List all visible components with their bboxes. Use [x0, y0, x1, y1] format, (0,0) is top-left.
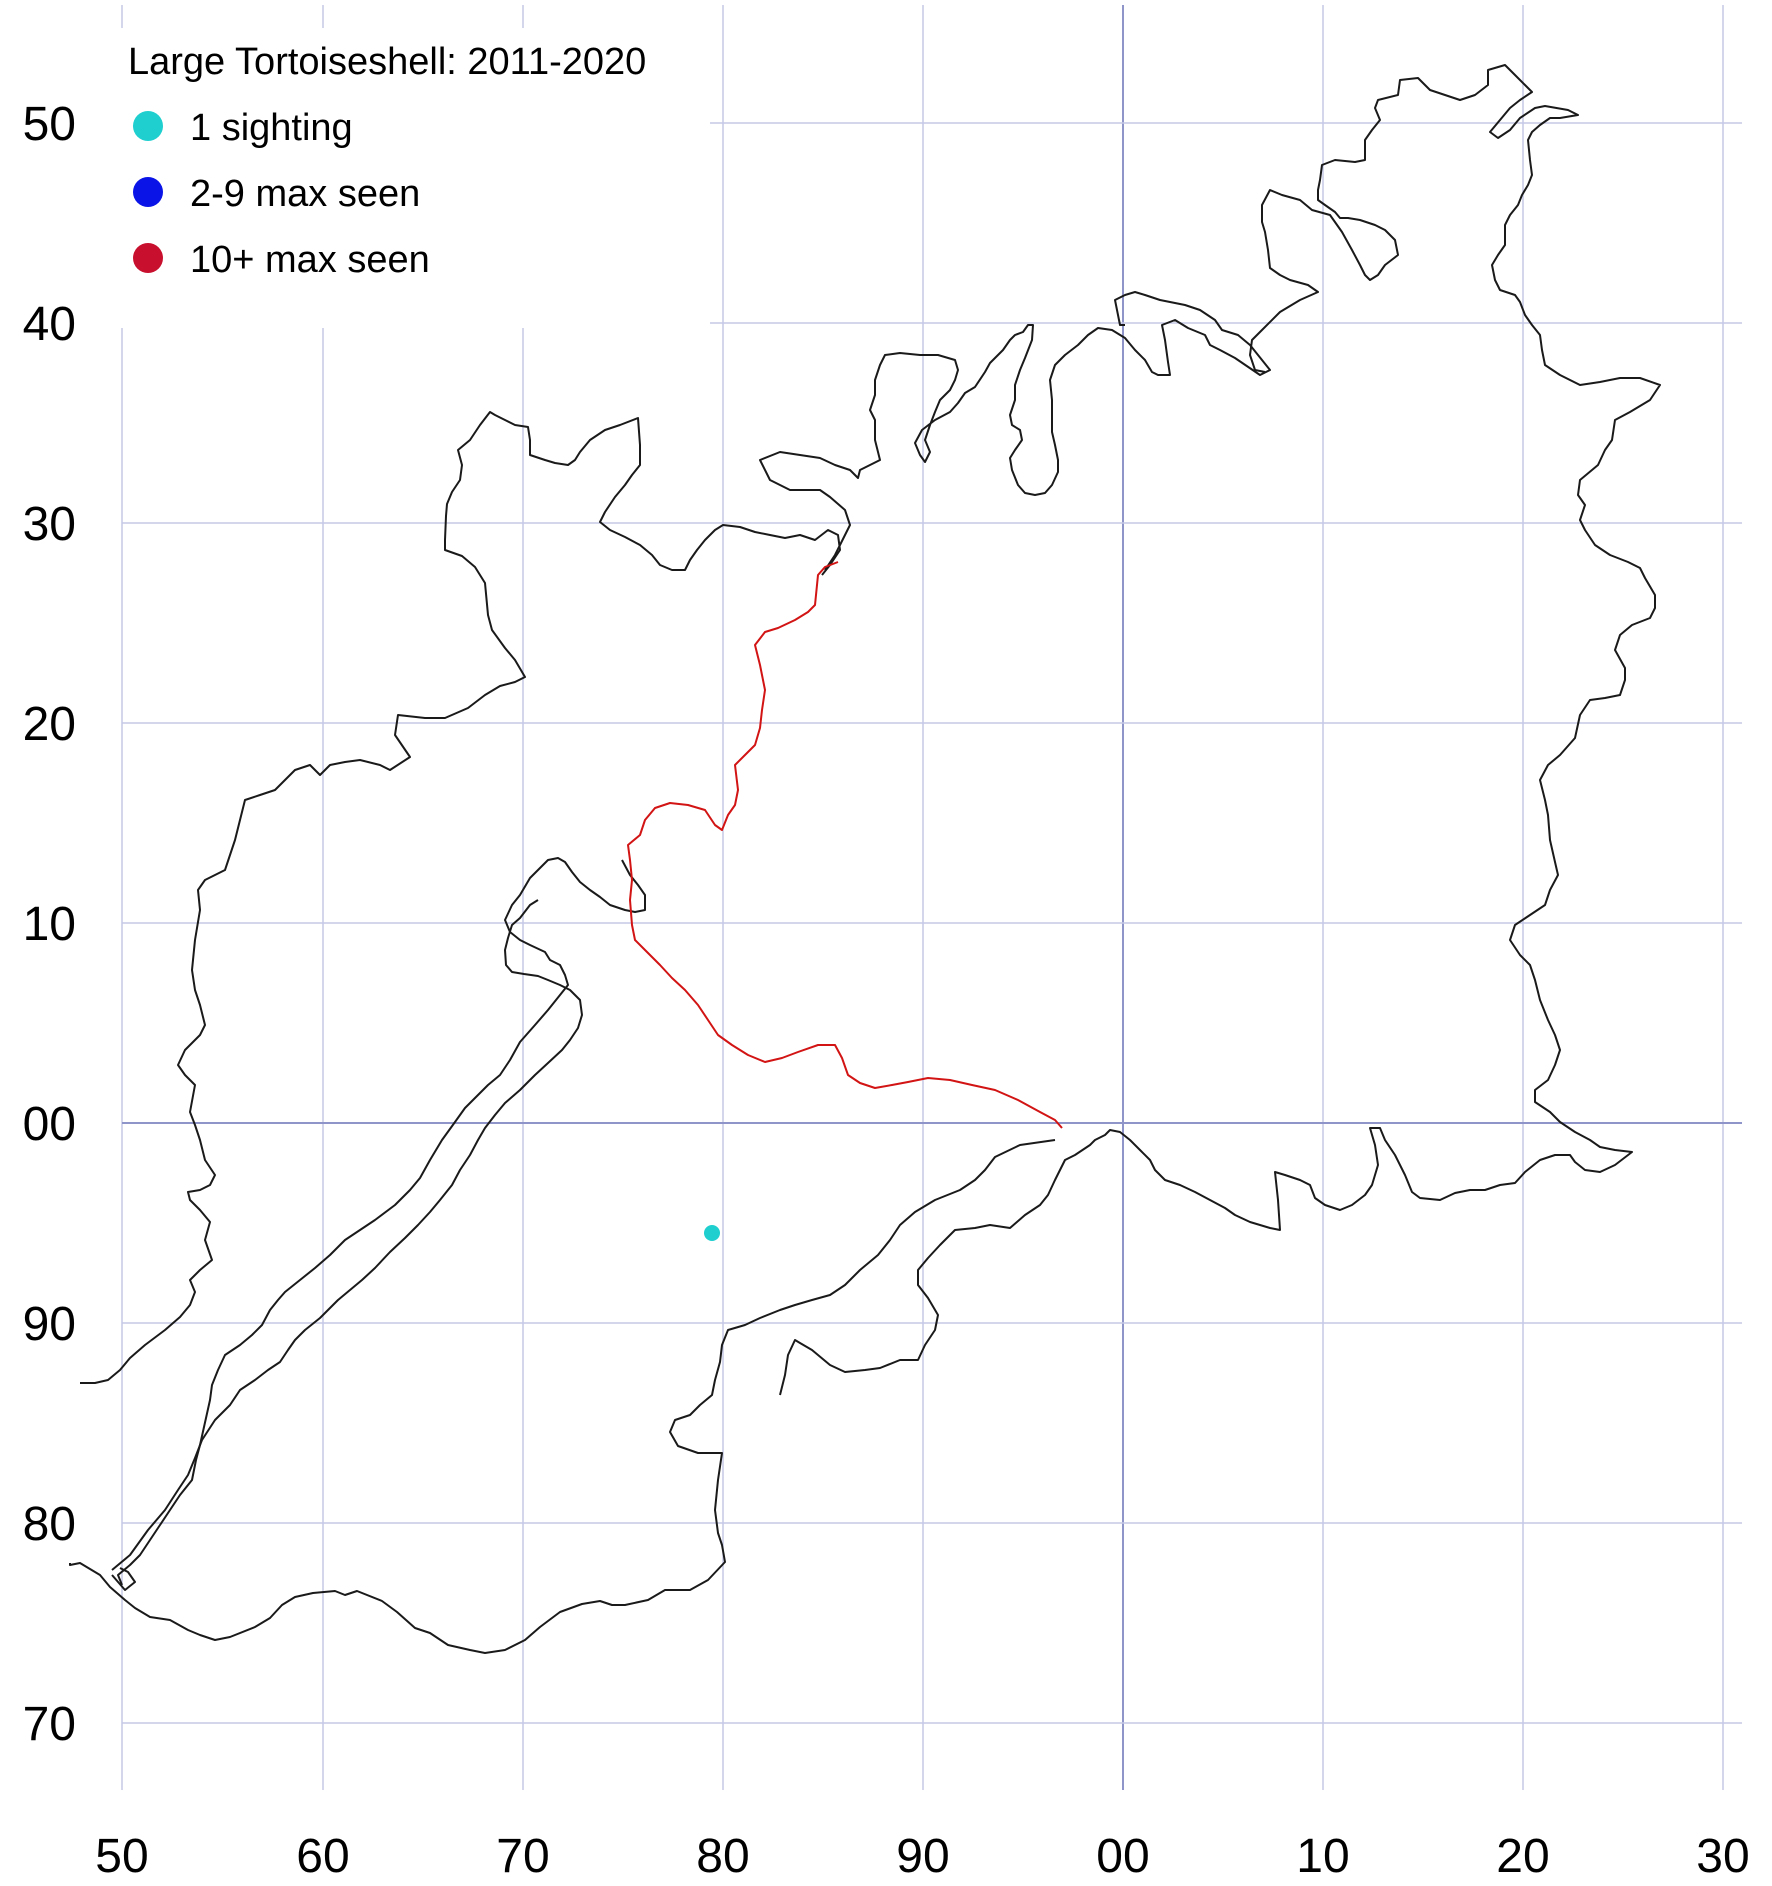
legend-marker [133, 111, 163, 141]
x-axis-ticks: 50 60 70 80 90 00 10 20 30 [95, 1830, 1749, 1883]
vice-county-boundary [627, 561, 1063, 1129]
x-tick-label: 80 [696, 1830, 749, 1883]
legend-title: Large Tortoiseshell: 2011-2020 [128, 41, 646, 83]
x-tick-label: 00 [1096, 1830, 1149, 1883]
river-estuary-outer [117, 857, 646, 1586]
x-tick-label: 60 [296, 1830, 349, 1883]
y-tick-label: 90 [23, 1298, 76, 1351]
river-estuary-inner [111, 899, 583, 1571]
y-tick-label: 40 [23, 298, 76, 351]
x-tick-label: 30 [1696, 1830, 1749, 1883]
legend: Large Tortoiseshell: 2011-2020 1 sightin… [110, 28, 710, 328]
y-tick-label: 10 [23, 898, 76, 951]
boundary-northeast [779, 64, 1661, 1396]
legend-marker [133, 177, 163, 207]
y-tick-label: 00 [23, 1098, 76, 1151]
y-axis-ticks: 50 40 30 20 10 00 90 80 70 [23, 98, 76, 1751]
x-tick-label: 20 [1496, 1830, 1549, 1883]
y-tick-label: 50 [23, 98, 76, 151]
coastal-notch [111, 1567, 136, 1591]
boundary-west [80, 411, 841, 1384]
sightings-layer [704, 1225, 720, 1241]
boundary-outline [69, 1139, 1056, 1654]
y-tick-label: 70 [23, 1698, 76, 1751]
y-tick-label: 80 [23, 1498, 76, 1551]
legend-marker [133, 243, 163, 273]
boundary-northern-lobe [759, 291, 1271, 571]
x-tick-label: 90 [896, 1830, 949, 1883]
x-tick-label: 50 [95, 1830, 148, 1883]
y-tick-label: 30 [23, 498, 76, 551]
x-tick-label: 70 [496, 1830, 549, 1883]
legend-label: 2-9 max seen [190, 173, 420, 215]
y-tick-label: 20 [23, 698, 76, 751]
legend-label: 1 sighting [190, 107, 353, 149]
red-boundary-line [627, 561, 1063, 1129]
legend-items: 1 sighting 2-9 max seen 10+ max seen [133, 107, 430, 281]
legend-background [110, 28, 710, 328]
x-tick-label: 10 [1296, 1830, 1349, 1883]
sighting-dot [704, 1225, 720, 1241]
legend-label: 10+ max seen [190, 239, 430, 281]
county-boundary [69, 64, 1661, 1654]
